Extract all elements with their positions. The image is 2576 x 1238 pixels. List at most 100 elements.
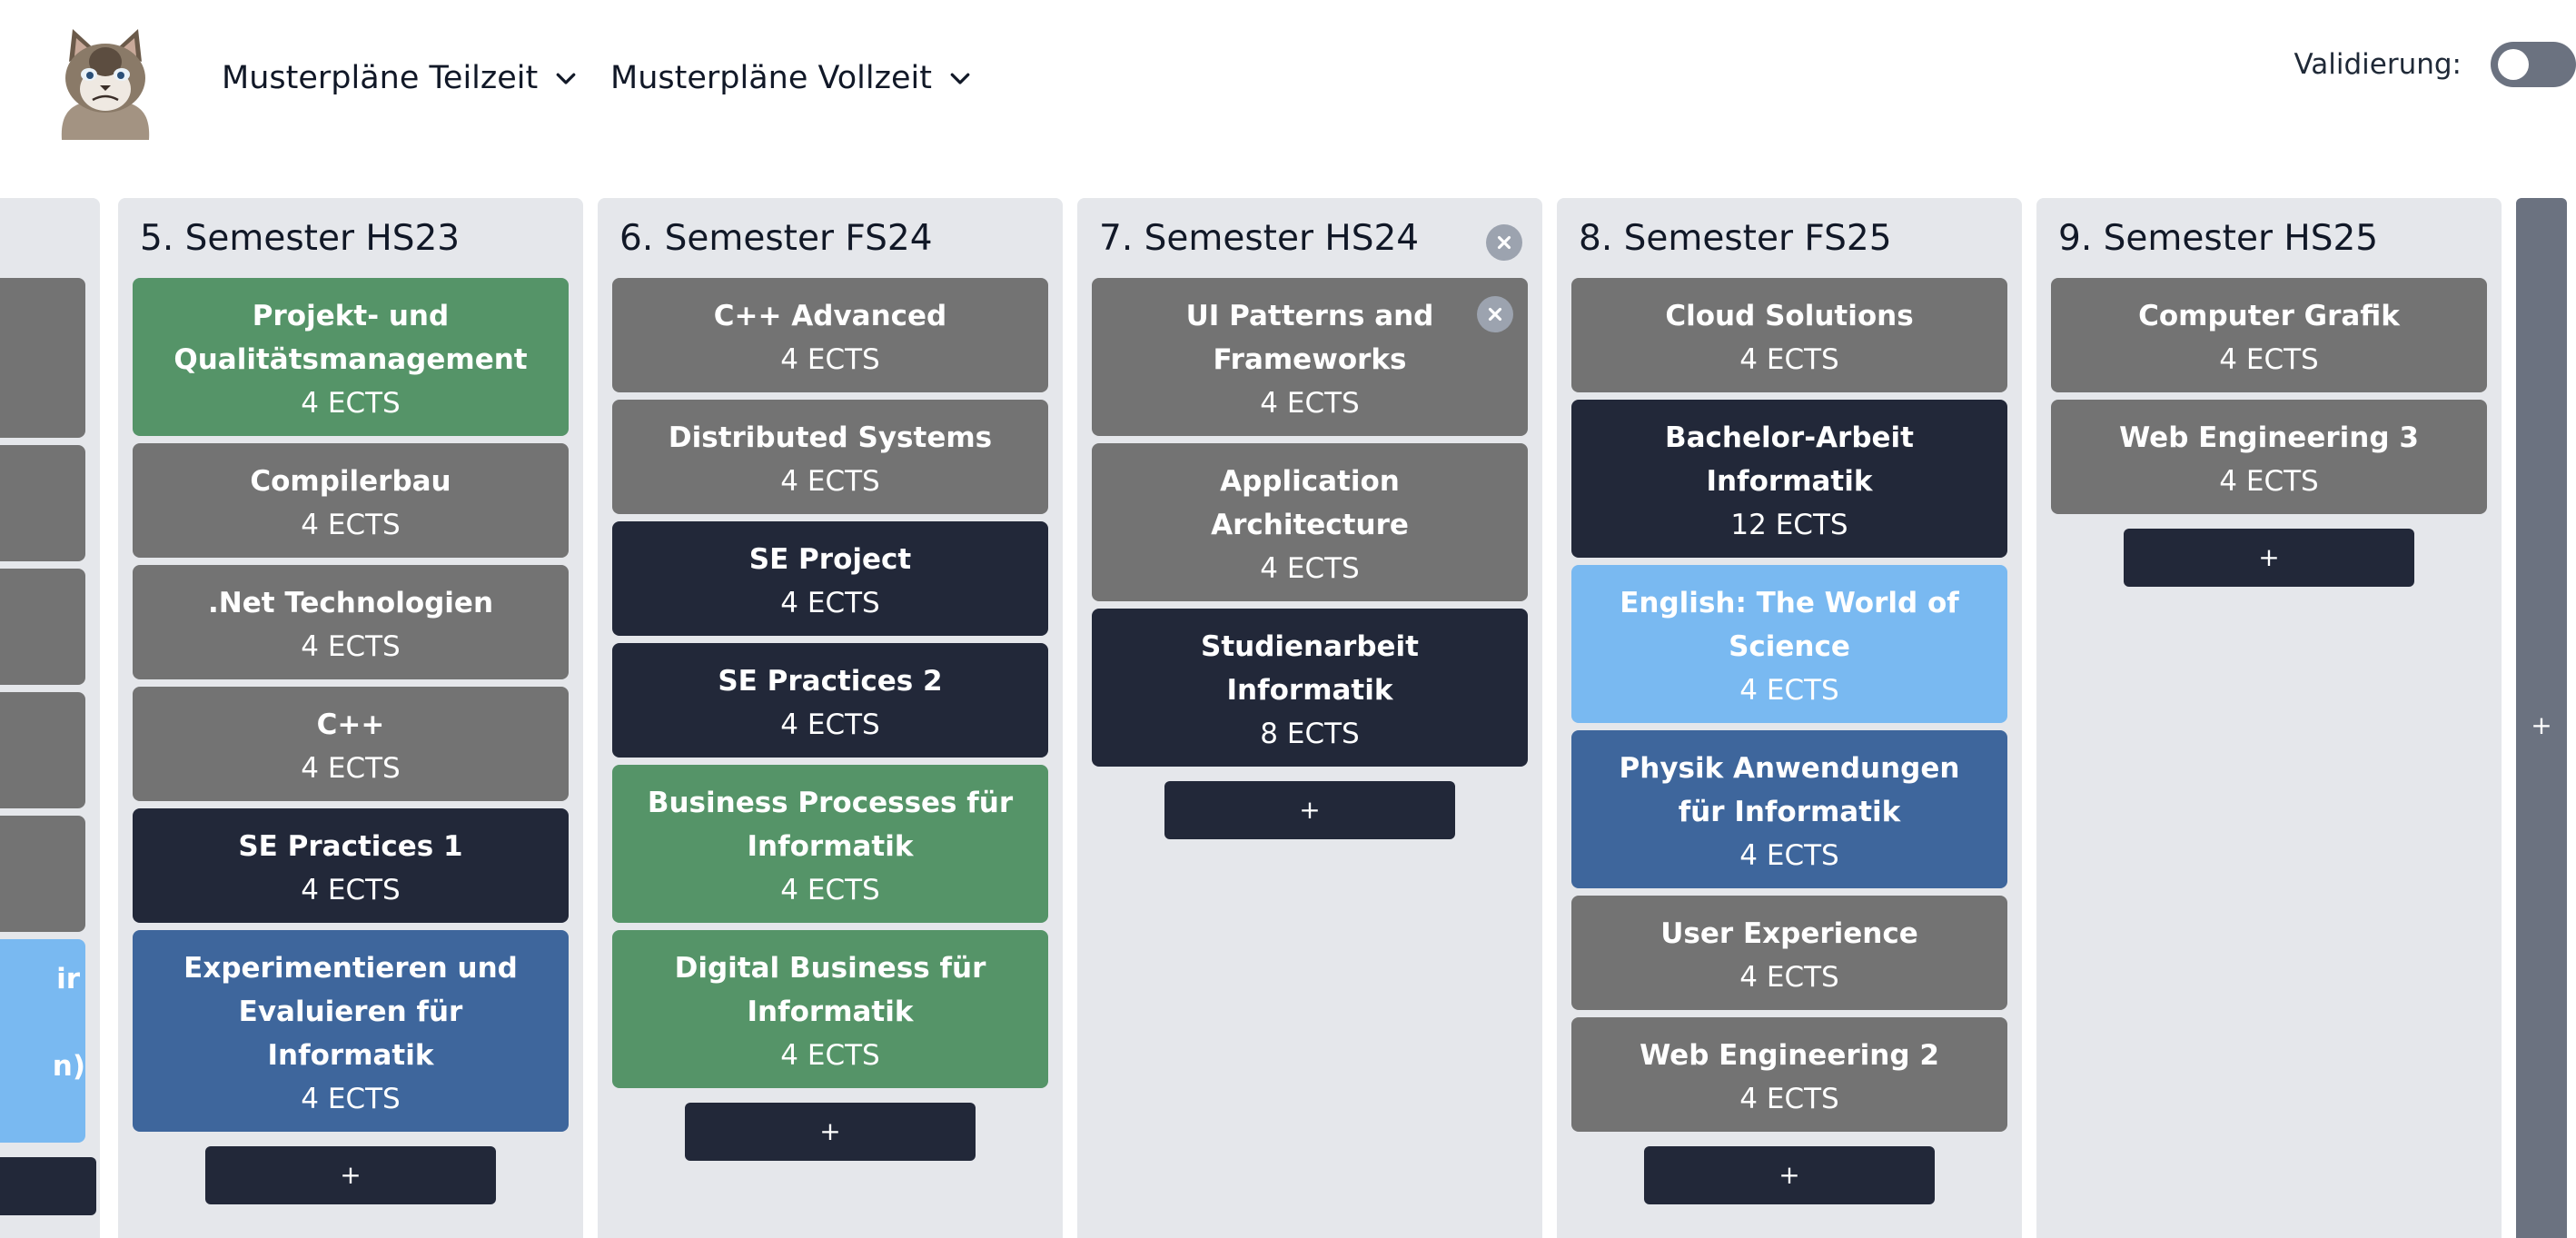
semester-title: 9. Semester HS25 xyxy=(2058,218,2379,259)
semester-column-6: 6. Semester FS24 C++ Advanced 4 ECTS Dis… xyxy=(598,198,1063,1238)
module-ects: 4 ECTS xyxy=(780,708,880,741)
semester-title: 8. Semester FS25 xyxy=(1579,218,1892,259)
remove-module-button[interactable] xyxy=(1477,296,1513,332)
module-ects: 4 ECTS xyxy=(301,387,401,420)
module-name: Cloud Solutions xyxy=(1665,300,1914,332)
module-ects: 4 ECTS xyxy=(2219,465,2319,498)
module-list: ir n) xyxy=(0,278,96,1215)
module-name: Distributed Systems xyxy=(668,421,993,454)
module-card[interactable]: C++ 4 ECTS xyxy=(133,687,569,801)
module-ects: 4 ECTS xyxy=(780,465,880,498)
module-list: UI Patterns and Frameworks 4 ECTS Applic… xyxy=(1092,278,1528,839)
module-ects: 4 ECTS xyxy=(301,874,401,906)
module-list: Cloud Solutions 4 ECTS Bachelor-Arbeit I… xyxy=(1571,278,2007,1204)
module-card[interactable]: .Net Technologien 4 ECTS xyxy=(133,565,569,679)
module-name: Business Processes für Informatik xyxy=(647,787,1014,863)
semester-column-5: 5. Semester HS23 Projekt- und Qualitätsm… xyxy=(118,198,583,1238)
module-ects: 4 ECTS xyxy=(780,587,880,619)
module-ects: 4 ECTS xyxy=(1739,839,1839,872)
module-ects: 4 ECTS xyxy=(301,509,401,541)
validation-toggle[interactable] xyxy=(2491,42,2576,87)
semester-column-partial: ir n) xyxy=(0,198,100,1238)
module-name: Studienarbeit Informatik xyxy=(1201,630,1419,707)
module-name: Computer Grafik xyxy=(2138,300,2400,332)
module-ects: 4 ECTS xyxy=(780,874,880,906)
module-name: Web Engineering 2 xyxy=(1640,1039,1939,1072)
menu-vollzeit-label: Musterpläne Vollzeit xyxy=(610,60,932,96)
module-card[interactable] xyxy=(0,445,85,561)
module-card[interactable]: Compilerbau 4 ECTS xyxy=(133,443,569,558)
top-navigation: Musterpläne Teilzeit Musterpläne Vollzei… xyxy=(0,0,2576,182)
add-module-button[interactable]: + xyxy=(685,1103,976,1161)
module-card[interactable]: English: The World of Science 4 ECTS xyxy=(1571,565,2007,723)
module-name: SE Project xyxy=(748,543,912,576)
add-module-button[interactable]: + xyxy=(205,1146,496,1204)
module-card[interactable]: Web Engineering 2 4 ECTS xyxy=(1571,1017,2007,1132)
module-name: C++ xyxy=(316,708,385,741)
module-card[interactable]: Bachelor-Arbeit Informatik 12 ECTS xyxy=(1571,400,2007,558)
module-card[interactable]: Computer Grafik 4 ECTS xyxy=(2051,278,2487,392)
module-card[interactable]: Cloud Solutions 4 ECTS xyxy=(1571,278,2007,392)
module-card[interactable]: C++ Advanced 4 ECTS xyxy=(612,278,1048,392)
module-card[interactable]: Business Processes für Informatik 4 ECTS xyxy=(612,765,1048,923)
module-ects: 4 ECTS xyxy=(301,630,401,663)
module-name: Projekt- und Qualitätsmanagement xyxy=(173,300,528,376)
module-ects: 4 ECTS xyxy=(2219,343,2319,376)
module-card[interactable] xyxy=(0,692,85,808)
semester-board[interactable]: ir n) 5. Semester HS23 Projekt- und Qual… xyxy=(0,198,2576,1238)
semester-column-9: 9. Semester HS25 Computer Grafik 4 ECTS … xyxy=(2036,198,2502,1238)
module-card[interactable] xyxy=(0,816,85,932)
module-card[interactable]: Web Engineering 3 4 ECTS xyxy=(2051,400,2487,514)
add-module-button[interactable]: + xyxy=(2124,529,2414,587)
menu-vollzeit[interactable]: Musterpläne Vollzeit xyxy=(610,60,974,96)
module-card[interactable]: SE Practices 2 4 ECTS xyxy=(612,643,1048,758)
semester-title: 6. Semester FS24 xyxy=(619,218,933,259)
cat-logo-icon[interactable] xyxy=(53,24,158,140)
module-name: Web Engineering 3 xyxy=(2119,421,2419,454)
module-card[interactable]: Distributed Systems 4 ECTS xyxy=(612,400,1048,514)
module-ects: 4 ECTS xyxy=(1260,552,1360,585)
module-ects: n) xyxy=(52,1050,85,1083)
module-name: Experimentieren und Evaluieren für Infor… xyxy=(183,952,518,1072)
module-card[interactable]: User Experience 4 ECTS xyxy=(1571,896,2007,1010)
module-ects: 4 ECTS xyxy=(1260,387,1360,420)
module-card[interactable]: Application Architecture 4 ECTS xyxy=(1092,443,1528,601)
semester-title: 5. Semester HS23 xyxy=(140,218,461,259)
add-module-button[interactable]: + xyxy=(1644,1146,1935,1204)
module-card[interactable]: Projekt- und Qualitätsmanagement 4 ECTS xyxy=(133,278,569,436)
module-card[interactable] xyxy=(0,569,85,685)
module-card[interactable]: UI Patterns and Frameworks 4 ECTS xyxy=(1092,278,1528,436)
add-module-button[interactable] xyxy=(0,1157,96,1215)
close-icon xyxy=(1497,235,1511,250)
toggle-knob xyxy=(2498,49,2529,80)
module-list: Computer Grafik 4 ECTS Web Engineering 3… xyxy=(2051,278,2487,587)
remove-semester-button[interactable] xyxy=(1486,224,1522,261)
module-card[interactable] xyxy=(0,278,85,438)
module-list: C++ Advanced 4 ECTS Distributed Systems … xyxy=(612,278,1048,1161)
module-ects: 4 ECTS xyxy=(780,343,880,376)
module-ects: 8 ECTS xyxy=(1260,718,1360,750)
module-name: Bachelor-Arbeit Informatik xyxy=(1664,421,1915,498)
module-card[interactable]: Physik Anwendungen für Informatik 4 ECTS xyxy=(1571,730,2007,888)
module-card[interactable]: Studienarbeit Informatik 8 ECTS xyxy=(1092,609,1528,767)
add-semester-button[interactable]: + xyxy=(2516,198,2567,1238)
module-list: Projekt- und Qualitätsmanagement 4 ECTS … xyxy=(133,278,569,1204)
module-name: ir xyxy=(56,963,80,995)
module-card[interactable]: Digital Business für Informatik 4 ECTS xyxy=(612,930,1048,1088)
module-name: Physik Anwendungen für Informatik xyxy=(1619,752,1960,828)
module-card[interactable]: SE Practices 1 4 ECTS xyxy=(133,808,569,923)
module-card[interactable]: ir n) xyxy=(0,939,85,1143)
module-name: Compilerbau xyxy=(250,465,451,498)
add-module-button[interactable]: + xyxy=(1164,781,1455,839)
module-ects: 4 ECTS xyxy=(301,1083,401,1115)
module-name: SE Practices 2 xyxy=(718,665,943,698)
module-card[interactable]: SE Project 4 ECTS xyxy=(612,521,1048,636)
module-card[interactable]: Experimentieren und Evaluieren für Infor… xyxy=(133,930,569,1132)
semester-title: 7. Semester HS24 xyxy=(1099,218,1420,259)
chevron-down-icon xyxy=(556,73,576,84)
module-ects: 4 ECTS xyxy=(301,752,401,785)
module-name: .Net Technologien xyxy=(207,587,494,619)
module-ects: 4 ECTS xyxy=(780,1039,880,1072)
menu-teilzeit[interactable]: Musterpläne Teilzeit xyxy=(222,60,580,96)
